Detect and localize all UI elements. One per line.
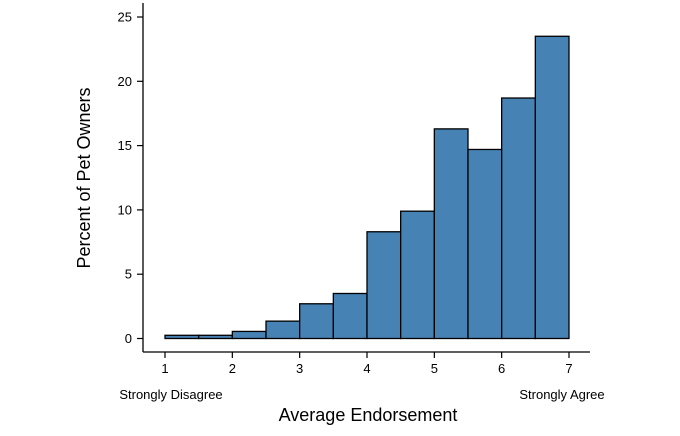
- histogram-bar: [467, 148, 503, 340]
- histogram-bar: [501, 97, 536, 340]
- x-tick-label: 7: [565, 361, 572, 376]
- y-tick-label: 0: [125, 331, 132, 346]
- x-tick-label: 4: [363, 361, 370, 376]
- x-tick-label: 5: [431, 361, 438, 376]
- x-tick-label: 1: [161, 361, 168, 376]
- histogram-bar: [400, 210, 435, 340]
- y-axis-title: Percent of Pet Owners: [74, 87, 94, 268]
- y-tick-label: 10: [118, 202, 132, 217]
- histogram-bar: [265, 320, 301, 340]
- y-tick-label: 25: [118, 10, 132, 25]
- histogram-bar: [164, 334, 200, 340]
- x-axis-title: Average Endorsement: [279, 405, 458, 425]
- histogram-bar: [299, 303, 334, 340]
- x-ticks-group: 1 2 3 4 5 6 7: [161, 352, 573, 376]
- y-tick-label: 5: [125, 267, 132, 282]
- x-tick-label: 3: [296, 361, 303, 376]
- anchor-label-high: Strongly Agree: [519, 387, 604, 402]
- y-ticks-group: 0 5 10 15 20 25: [118, 10, 143, 346]
- x-tick-label: 2: [229, 361, 236, 376]
- histogram-bar: [366, 231, 402, 340]
- y-tick-label: 15: [118, 138, 132, 153]
- histogram-bar: [534, 35, 570, 340]
- anchor-label-low: Strongly Disagree: [119, 387, 222, 402]
- x-tick-label: 6: [498, 361, 505, 376]
- histogram-bar: [231, 330, 267, 340]
- y-tick-label: 20: [118, 74, 132, 89]
- histogram-bar: [198, 334, 233, 340]
- histogram-bar: [332, 292, 368, 340]
- bars-group: [164, 35, 570, 340]
- histogram-bar: [433, 128, 469, 340]
